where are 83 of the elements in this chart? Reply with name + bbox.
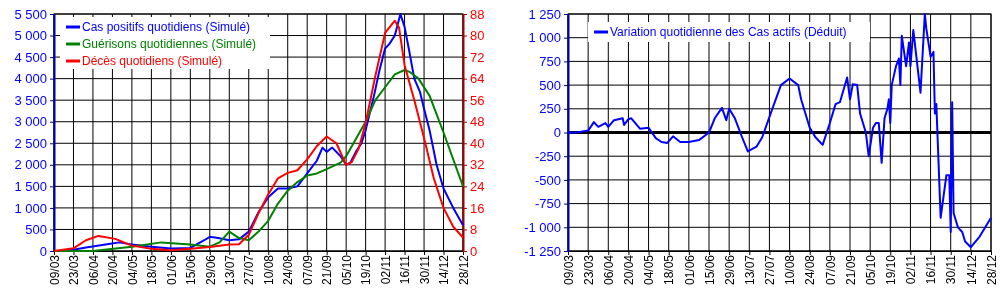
x-tick-label: 04/05	[642, 254, 657, 286]
x-tick-label: 05/10	[863, 254, 878, 286]
x-tick-label: 07/09	[300, 254, 315, 286]
y2-tick-label: 56	[470, 92, 485, 108]
y2-tick-label: 72	[470, 49, 485, 65]
y-tick-label: -1 250	[524, 243, 561, 259]
y2-tick-label: 8	[470, 222, 478, 238]
y-tick-label: 1 000	[14, 200, 47, 216]
y2-tick-label: 24	[470, 179, 485, 195]
y-tick-label: 1 250	[528, 6, 561, 22]
y2-tick-label: 88	[470, 6, 485, 22]
y-tick-label: -1 000	[524, 219, 561, 235]
y-tick-label: 4 500	[14, 49, 47, 65]
y2-tick-label: 48	[470, 114, 485, 130]
x-tick-label: 20/04	[106, 254, 121, 286]
y-tick-label: 5 000	[14, 28, 47, 44]
y-tick-label: 2 500	[14, 135, 47, 151]
x-tick-label: 27/07	[242, 254, 257, 286]
x-tick-label: 09/03	[561, 254, 576, 286]
x-tick-label: 30/11	[417, 254, 432, 285]
y-tick-label: 1 500	[14, 179, 47, 195]
x-tick-label: 16/11	[924, 254, 939, 285]
y2-tick-label: 32	[470, 157, 485, 173]
y-tick-label: 5 500	[14, 6, 47, 22]
legend-label: Guérisons quotidiennes (Simulé)	[82, 37, 257, 52]
x-tick-label: 21/09	[843, 254, 858, 286]
legend-label: Cas positifs quotidiens (Simulé)	[82, 20, 251, 35]
x-tick-label: 28/12	[984, 254, 999, 286]
y2-tick-label: 16	[470, 200, 485, 216]
y-tick-label: -250	[534, 148, 561, 164]
x-tick-label: 23/03	[581, 254, 596, 286]
x-tick-label: 01/06	[682, 254, 697, 286]
x-tick-label: 24/08	[803, 254, 818, 286]
x-tick-label: 02/11	[904, 254, 919, 285]
x-tick-label: 09/03	[47, 254, 62, 286]
x-tick-label: 15/06	[184, 254, 199, 286]
x-tick-label: 20/04	[622, 254, 637, 286]
y-tick-label: 4 000	[14, 71, 47, 87]
x-tick-label: 23/03	[67, 254, 82, 286]
x-tick-label: 01/06	[164, 254, 179, 286]
x-tick-label: 28/12	[456, 254, 471, 286]
x-tick-label: 10/08	[783, 254, 798, 286]
x-tick-label: 24/08	[281, 254, 296, 286]
x-tick-label: 16/11	[398, 254, 413, 285]
y-tick-label: 2 000	[14, 157, 47, 173]
x-tick-label: 19/10	[359, 254, 374, 286]
legend-label: Décès quotidiens (Simulé)	[82, 54, 223, 69]
y-tick-label: 500	[539, 77, 561, 93]
x-tick-label: 13/07	[742, 254, 757, 286]
x-tick-label: 27/07	[763, 254, 778, 286]
x-tick-label: 14/12	[964, 254, 979, 286]
legend-label: Variation quotidienne des Cas actifs (Déduit)	[610, 25, 847, 40]
y-tick-label: 1 000	[528, 30, 561, 46]
y2-tick-label: 64	[470, 71, 485, 87]
x-tick-label: 14/12	[437, 254, 452, 286]
y2-tick-label: 80	[470, 28, 485, 44]
y2-tick-label: 0	[470, 243, 478, 259]
x-tick-label: 30/11	[944, 254, 959, 285]
x-tick-label: 29/06	[722, 254, 737, 286]
x-tick-label: 10/08	[261, 254, 276, 286]
x-tick-label: 02/11	[378, 254, 393, 285]
x-tick-label: 06/04	[86, 254, 101, 286]
x-tick-label: 05/10	[339, 254, 354, 286]
x-tick-label: 21/09	[320, 254, 335, 286]
x-tick-label: 04/05	[125, 254, 140, 286]
x-tick-label: 15/06	[702, 254, 717, 286]
y-tick-label: 3 500	[14, 92, 47, 108]
y-tick-label: -750	[534, 196, 561, 212]
y-tick-label: 0	[39, 243, 47, 259]
y-tick-label: 0	[553, 125, 561, 141]
y-tick-label: 500	[25, 222, 47, 238]
y-tick-label: 3 000	[14, 114, 47, 130]
y-tick-label: 750	[539, 54, 561, 70]
x-tick-label: 19/10	[883, 254, 898, 286]
x-tick-label: 18/05	[145, 254, 160, 286]
x-tick-label: 29/06	[203, 254, 218, 286]
x-tick-label: 06/04	[601, 254, 616, 286]
y-tick-label: 250	[539, 101, 561, 117]
x-tick-label: 18/05	[662, 254, 677, 286]
x-tick-label: 07/09	[823, 254, 838, 286]
y2-tick-label: 40	[470, 135, 485, 151]
y-tick-label: -500	[534, 172, 561, 188]
x-tick-label: 13/07	[222, 254, 237, 286]
